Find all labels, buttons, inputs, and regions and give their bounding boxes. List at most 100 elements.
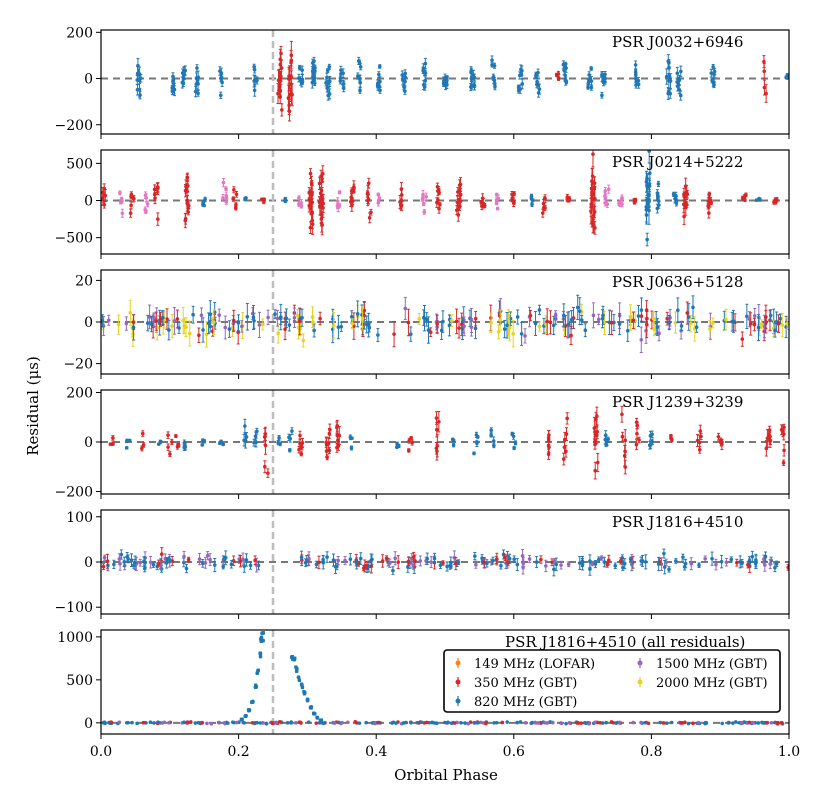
data-point <box>681 553 685 561</box>
data-point <box>495 206 500 211</box>
data-point <box>669 720 674 725</box>
data-point <box>393 551 397 566</box>
data-point <box>662 548 666 559</box>
data-point <box>418 555 423 567</box>
data-point <box>775 722 780 726</box>
data-point <box>331 553 336 567</box>
data-point <box>484 721 488 726</box>
data-point <box>429 556 433 569</box>
data-point <box>443 81 448 91</box>
data-point <box>180 76 185 89</box>
y-tick-label: 100 <box>66 510 93 526</box>
y-tick-label: 0 <box>84 716 93 732</box>
data-point <box>426 316 431 344</box>
data-point <box>703 555 707 563</box>
data-point <box>377 64 382 69</box>
data-point <box>536 721 541 725</box>
data-point <box>341 84 346 93</box>
data-point <box>646 721 651 726</box>
data-point <box>203 556 208 569</box>
legend: 149 MHz (LOFAR) 350 MHz (GBT) 820 MHz (GBT… <box>443 649 781 713</box>
data-point <box>294 669 299 674</box>
data-point <box>343 556 347 566</box>
data-point <box>242 721 246 725</box>
data-point <box>559 560 563 570</box>
data-point <box>435 314 440 334</box>
data-point <box>673 311 678 334</box>
data-point <box>125 551 129 562</box>
data-point <box>606 184 611 194</box>
data-point <box>565 412 569 425</box>
data-point <box>756 721 761 725</box>
data-point <box>406 556 411 567</box>
data-point <box>274 721 278 725</box>
data-point <box>462 316 466 337</box>
data-point <box>415 720 419 725</box>
data-point <box>454 308 459 335</box>
data-point <box>665 311 670 326</box>
data-point <box>289 70 294 85</box>
data-point <box>212 309 216 336</box>
data-point <box>337 190 342 195</box>
data-point <box>183 212 188 225</box>
data-point <box>731 721 735 725</box>
data-point <box>546 436 551 446</box>
data-point <box>205 551 210 561</box>
data-point <box>202 439 207 444</box>
data-point <box>656 191 660 199</box>
data-point <box>311 316 315 329</box>
data-point <box>580 557 585 568</box>
data-point <box>152 312 156 323</box>
data-point <box>182 720 186 725</box>
data-point <box>134 556 139 571</box>
data-point <box>295 309 300 322</box>
data-point <box>279 59 284 77</box>
y-tick-label: 20 <box>75 273 93 289</box>
data-point <box>392 320 396 348</box>
data-point <box>186 556 191 563</box>
y-tick-label: −200 <box>55 118 93 134</box>
data-point <box>533 310 538 336</box>
data-point <box>411 551 416 563</box>
data-point <box>172 82 177 97</box>
data-point <box>582 721 587 725</box>
data-point <box>270 721 275 726</box>
data-point <box>595 452 600 473</box>
data-point <box>588 554 592 568</box>
data-point <box>618 557 623 565</box>
data-point <box>236 314 241 332</box>
data-point <box>457 317 461 339</box>
data-point <box>696 720 701 725</box>
data-point <box>138 73 143 83</box>
data-point <box>566 561 571 568</box>
data-point <box>785 317 789 330</box>
data-point <box>409 326 413 342</box>
data-point <box>189 720 193 724</box>
data-point <box>774 560 779 568</box>
data-point <box>600 92 604 99</box>
data-point <box>443 720 447 725</box>
data-point <box>277 719 282 724</box>
data-point <box>297 73 301 83</box>
data-point <box>312 711 316 716</box>
data-point <box>622 558 627 570</box>
data-point <box>300 685 305 690</box>
data-point <box>542 196 547 201</box>
data-point <box>520 78 525 90</box>
data-point <box>245 302 250 331</box>
data-point <box>762 79 767 96</box>
data-point <box>739 720 744 725</box>
data-point <box>523 720 528 725</box>
data-point <box>592 176 597 191</box>
x-tick-label: 0.2 <box>227 744 249 760</box>
data-point <box>219 67 224 79</box>
data-point <box>724 557 729 567</box>
data-point <box>297 201 301 207</box>
data-point <box>544 559 548 573</box>
data-point <box>308 189 312 210</box>
data-point <box>489 427 494 434</box>
data-point <box>300 65 304 75</box>
data-point <box>595 424 600 440</box>
data-point <box>130 720 134 725</box>
data-point <box>191 305 195 324</box>
